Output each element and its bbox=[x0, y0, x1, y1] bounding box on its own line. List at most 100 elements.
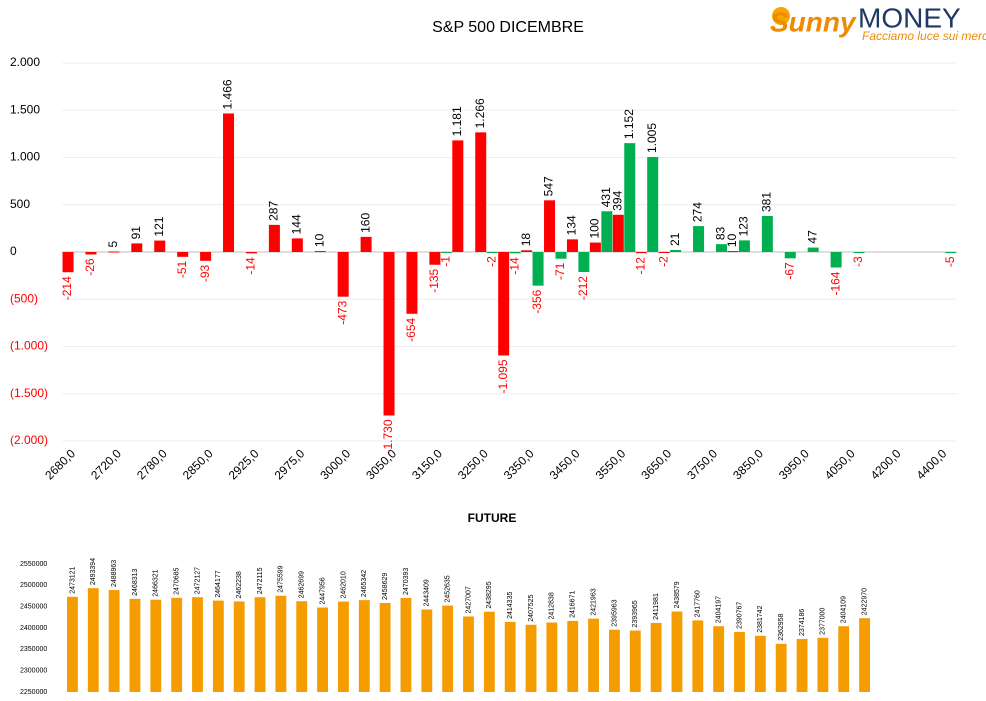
y-tick-label: 2300000 bbox=[20, 668, 47, 675]
y-tick-label: 2450000 bbox=[20, 604, 47, 611]
x-tick-label: 3850,0 bbox=[730, 446, 766, 482]
data-label: -356 bbox=[530, 289, 544, 313]
bar bbox=[601, 211, 613, 252]
bar bbox=[177, 252, 189, 257]
y-tick-label: (2.000) bbox=[10, 433, 48, 447]
data-label: 2462699 bbox=[299, 571, 306, 598]
data-label: 2393965 bbox=[632, 600, 639, 627]
bar bbox=[578, 252, 590, 273]
data-label: 2374186 bbox=[799, 609, 806, 636]
bar bbox=[945, 252, 957, 253]
data-label: 2466321 bbox=[153, 569, 160, 596]
data-label: -14 bbox=[507, 257, 521, 275]
data-label: 2438579 bbox=[674, 581, 681, 608]
x-tick-label: 2925,0 bbox=[226, 446, 262, 482]
bar bbox=[525, 624, 537, 692]
data-label: 2475599 bbox=[278, 565, 285, 592]
x-tick-label: 2850,0 bbox=[180, 446, 216, 482]
y-tick-label: 2.000 bbox=[10, 55, 40, 69]
bar bbox=[442, 605, 454, 692]
bar bbox=[421, 609, 433, 692]
chart-title: S&P 500 DICEMBRE bbox=[432, 19, 584, 36]
bar bbox=[692, 620, 704, 692]
bar bbox=[406, 252, 418, 314]
data-label: 2421963 bbox=[590, 588, 597, 615]
data-label: 2493394 bbox=[90, 558, 97, 585]
bar bbox=[734, 631, 745, 692]
bar bbox=[624, 143, 636, 252]
data-label: -654 bbox=[404, 317, 418, 341]
bar bbox=[566, 239, 578, 252]
bar bbox=[838, 626, 850, 692]
bar bbox=[275, 595, 287, 692]
data-label: -135 bbox=[427, 268, 441, 292]
logo-tagline: Facciamo luce sui mercati bbox=[862, 29, 986, 43]
data-label: 2468313 bbox=[132, 568, 139, 595]
bar bbox=[715, 244, 727, 252]
bar bbox=[859, 618, 870, 692]
bar bbox=[738, 240, 750, 252]
data-label: 2470685 bbox=[173, 567, 180, 594]
bar bbox=[171, 597, 183, 692]
bar bbox=[483, 611, 495, 692]
x-tick-label: 3950,0 bbox=[776, 446, 812, 482]
data-label: 2362958 bbox=[778, 613, 785, 640]
bar bbox=[713, 626, 725, 692]
data-label: 547 bbox=[542, 176, 556, 196]
data-label: 2407525 bbox=[528, 594, 535, 621]
y-tick-label: 2250000 bbox=[20, 689, 47, 696]
data-label: 2464177 bbox=[215, 570, 222, 597]
bar bbox=[337, 252, 349, 297]
data-label: 21 bbox=[668, 232, 682, 246]
bar bbox=[589, 242, 601, 252]
bar bbox=[609, 629, 620, 692]
data-label: 274 bbox=[691, 202, 705, 222]
data-label: 91 bbox=[129, 226, 143, 240]
bar bbox=[567, 620, 579, 692]
data-label: 100 bbox=[588, 218, 602, 238]
data-label: 394 bbox=[610, 190, 624, 210]
bar bbox=[67, 596, 78, 692]
bar bbox=[452, 140, 464, 252]
y-tick-label: 2400000 bbox=[20, 625, 47, 632]
bar bbox=[612, 214, 624, 252]
x-tick-label: 4200,0 bbox=[868, 446, 904, 482]
logo-text: Sunny bbox=[770, 6, 857, 37]
bar bbox=[268, 224, 280, 252]
x-tick-label: 4050,0 bbox=[822, 446, 858, 482]
bar bbox=[108, 590, 120, 692]
y-tick-label: 2500000 bbox=[20, 582, 47, 589]
data-label: 2488963 bbox=[111, 560, 118, 587]
data-label: 2470393 bbox=[403, 568, 410, 595]
data-label: 2462238 bbox=[236, 571, 243, 598]
data-label: 1.005 bbox=[645, 123, 659, 153]
bar bbox=[544, 200, 556, 252]
data-label: -1 bbox=[439, 256, 453, 267]
x-tick-label: 2720,0 bbox=[88, 446, 124, 482]
y-tick-label: 0 bbox=[10, 244, 17, 258]
data-label: 2422970 bbox=[861, 588, 868, 615]
data-label: -67 bbox=[782, 262, 796, 280]
data-label: 5 bbox=[106, 241, 120, 248]
data-label: -214 bbox=[60, 276, 74, 300]
bar bbox=[546, 622, 558, 692]
data-label: 123 bbox=[737, 216, 751, 236]
data-label: 2473121 bbox=[69, 566, 76, 593]
bar bbox=[150, 599, 162, 692]
x-tick-label: 3550,0 bbox=[593, 446, 629, 482]
data-label: 2458629 bbox=[382, 573, 389, 600]
bar bbox=[796, 639, 808, 692]
data-label: 160 bbox=[358, 213, 372, 233]
bar bbox=[693, 226, 705, 252]
bar bbox=[761, 215, 773, 252]
bar bbox=[85, 252, 97, 255]
x-tick-label: 4400,0 bbox=[914, 446, 950, 482]
data-label: 144 bbox=[289, 214, 303, 234]
data-label: 1.181 bbox=[450, 106, 464, 136]
logo-sun bbox=[772, 7, 790, 25]
bar bbox=[635, 252, 647, 254]
bar bbox=[358, 600, 370, 692]
bar bbox=[784, 252, 796, 259]
data-label: -164 bbox=[828, 271, 842, 295]
